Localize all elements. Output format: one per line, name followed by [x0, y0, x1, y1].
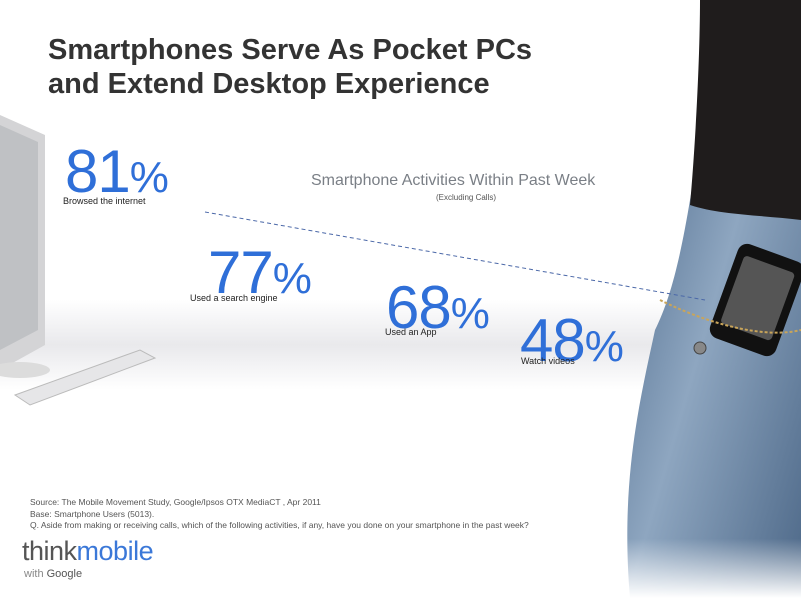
- keyboard: [13, 349, 157, 406]
- stat-unit: %: [450, 289, 490, 338]
- stat: 81%: [65, 142, 169, 203]
- phone-screen: [721, 256, 795, 341]
- stitching: [659, 299, 801, 334]
- section-title: Smartphone Activities Within Past Week: [311, 172, 596, 189]
- stat: 68%: [386, 278, 490, 339]
- fade: [600, 400, 801, 598]
- stat-unit: %: [272, 254, 312, 303]
- title: and Extend Desktop Experience: [48, 68, 490, 100]
- stat-unit: %: [584, 322, 624, 371]
- stat: 48%: [520, 311, 624, 372]
- logo-with: with: [24, 568, 44, 580]
- stat-value: 68: [386, 274, 452, 341]
- trend-line: [204, 211, 706, 301]
- logo: thinkmobile: [22, 536, 154, 567]
- logo-think: think: [22, 536, 77, 566]
- stat-value: 48: [520, 307, 586, 374]
- footnote: Source: The Mobile Movement Study, Googl…: [30, 497, 321, 507]
- logo-mobile: mobile: [76, 536, 154, 566]
- stat-label: Browsed the internet: [63, 196, 146, 206]
- rivet: [693, 341, 707, 355]
- footnote: Q. Aside from making or receiving calls,…: [30, 520, 529, 530]
- stat-value: 77: [208, 239, 274, 306]
- stat-unit: %: [129, 153, 169, 202]
- title: Smartphones Serve As Pocket PCs: [48, 34, 533, 66]
- logo-google: Google: [46, 568, 83, 580]
- footnote: Base: Smartphone Users (5013).: [30, 509, 155, 519]
- stat-value: 81: [65, 138, 131, 205]
- monitor-stand: [0, 362, 50, 378]
- shirt: [690, 0, 801, 220]
- stat-label: Used a search engine: [190, 293, 278, 303]
- stat: 77%: [208, 243, 312, 304]
- stat-label: Used an App: [385, 327, 437, 337]
- stat-label: Watch videos: [521, 356, 575, 366]
- logo-sub: with Google: [24, 568, 82, 580]
- screen: [0, 125, 38, 350]
- section-note: (Excluding Calls): [436, 193, 497, 202]
